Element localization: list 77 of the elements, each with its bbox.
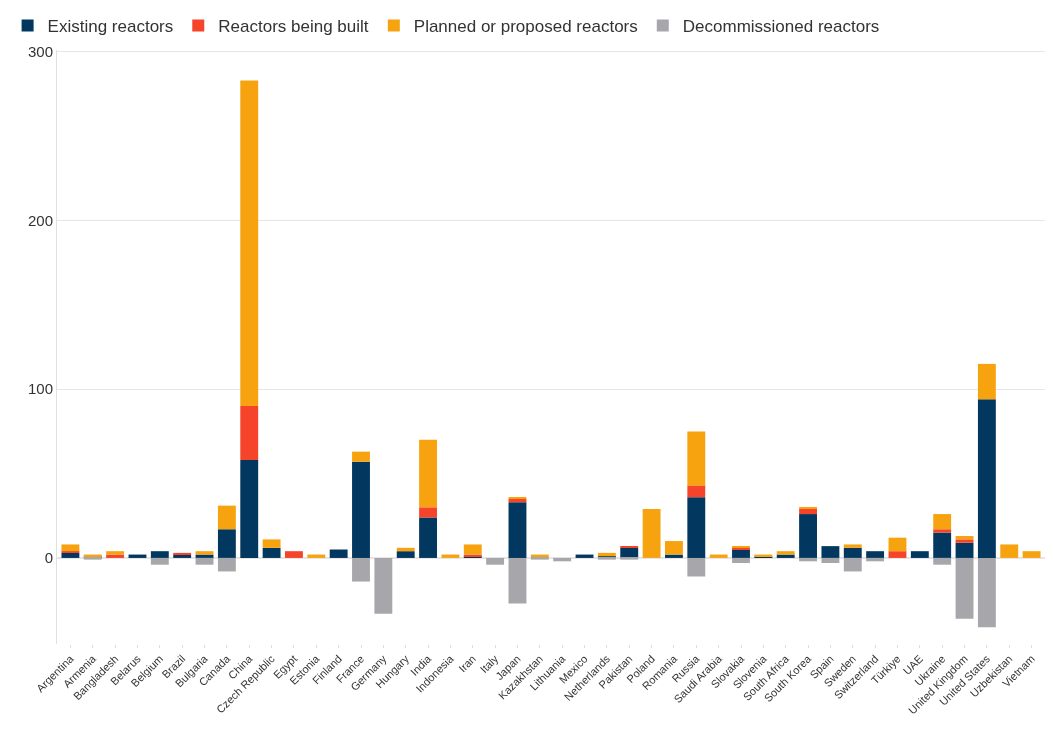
bar: [843, 557, 862, 572]
bar: [910, 551, 929, 558]
bar: [709, 554, 728, 558]
bar: [888, 537, 907, 552]
bar: [262, 539, 281, 548]
bar: [61, 552, 80, 558]
bar: [732, 549, 750, 558]
bar: [240, 406, 259, 461]
bar: [307, 554, 326, 558]
bar: [888, 551, 907, 558]
bar: [665, 541, 683, 555]
legend-label: Planned or proposed reactors: [413, 17, 638, 37]
bar: [262, 547, 281, 558]
bar: [396, 547, 415, 552]
bar: [955, 557, 974, 619]
legend-label: Existing reactors: [47, 17, 174, 37]
bar: [799, 557, 817, 562]
y-tick-label: 200: [27, 211, 53, 229]
bar: [665, 554, 683, 558]
bar: [240, 460, 259, 558]
y-tick-label: 300: [27, 42, 53, 60]
legend-label: Reactors being built: [218, 17, 369, 37]
bar: [933, 532, 952, 558]
bar: [486, 557, 505, 565]
bar: [396, 551, 415, 558]
bar: [217, 557, 236, 572]
bar: [687, 497, 706, 558]
bar: [933, 557, 952, 565]
bar: [150, 551, 169, 558]
bar: [419, 507, 437, 518]
bar: [843, 544, 862, 548]
bar: [441, 554, 460, 558]
bar: [843, 547, 862, 558]
bar: [419, 517, 437, 558]
bar: [463, 544, 482, 555]
bar: [620, 557, 639, 560]
bar: [866, 551, 885, 558]
bar: [508, 557, 527, 604]
bar: [977, 399, 996, 558]
bar: [597, 552, 616, 557]
x-tick-label: Iran: [456, 652, 479, 675]
bar: [977, 557, 996, 628]
bar: [799, 509, 817, 515]
bar: [61, 544, 80, 552]
bar: [620, 547, 639, 558]
y-tick-label: 100: [27, 380, 53, 398]
bar: [687, 557, 706, 577]
bar: [352, 461, 370, 558]
bar: [955, 542, 974, 558]
bar: [866, 557, 885, 562]
bar: [799, 514, 817, 558]
bar: [285, 551, 303, 558]
bar: [217, 529, 236, 558]
bar: [687, 431, 706, 486]
y-tick-label: 0: [44, 549, 53, 567]
bar: [508, 502, 527, 558]
bar: [240, 80, 259, 407]
bar: [1000, 544, 1019, 558]
bar: [1022, 551, 1041, 558]
bar: [195, 557, 214, 565]
bar: [933, 529, 952, 533]
bar: [352, 451, 370, 462]
bar: [933, 514, 952, 530]
bar: [977, 363, 996, 400]
bar: [217, 505, 236, 530]
bar: [352, 557, 370, 582]
bar: [687, 485, 706, 498]
bar: [553, 557, 572, 562]
bar: [419, 439, 437, 508]
bar: [374, 557, 393, 614]
bar: [732, 557, 750, 563]
bar: [821, 557, 840, 563]
bar: [642, 509, 661, 558]
bar: [329, 549, 348, 558]
bar: [150, 557, 169, 565]
bar: [821, 546, 840, 558]
legend-label: Decommissioned reactors: [682, 17, 880, 37]
